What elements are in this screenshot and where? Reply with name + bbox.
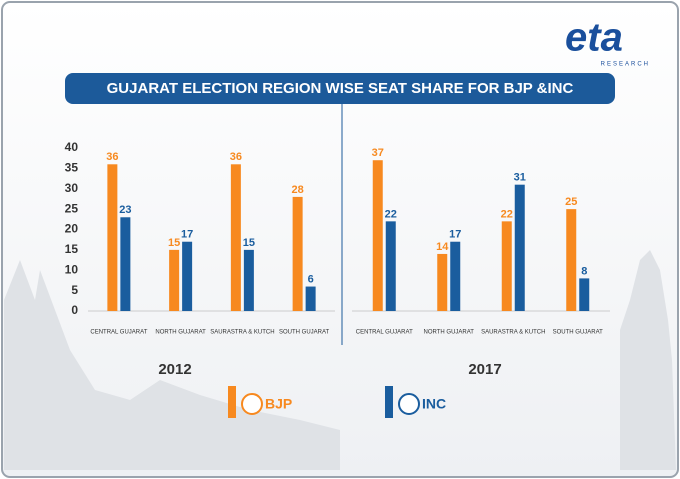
bar bbox=[230, 164, 241, 311]
background-silhouette bbox=[4, 250, 676, 470]
bar bbox=[566, 209, 577, 311]
data-label: 25 bbox=[565, 196, 577, 208]
data-label: 37 bbox=[372, 147, 384, 159]
data-label: 23 bbox=[119, 204, 131, 216]
legend-swatch bbox=[228, 386, 236, 418]
bar bbox=[437, 253, 448, 311]
data-label: 14 bbox=[436, 241, 449, 253]
x-tick-label: SOUTH GUJARAT bbox=[279, 330, 330, 336]
logo-sub: RESEARCH bbox=[601, 62, 650, 68]
legend-label: INC bbox=[422, 396, 446, 412]
legend-icon bbox=[241, 393, 263, 415]
data-label: 6 bbox=[308, 273, 314, 285]
data-label: 28 bbox=[292, 184, 304, 196]
legend-swatch bbox=[385, 386, 393, 418]
y-tick-label: 0 bbox=[71, 303, 78, 317]
y-tick-label: 30 bbox=[65, 181, 79, 195]
y-tick-label: 15 bbox=[65, 242, 79, 256]
bar bbox=[450, 241, 461, 311]
data-label: 15 bbox=[168, 237, 180, 249]
y-tick-label: 35 bbox=[65, 161, 79, 175]
y-tick-label: 40 bbox=[65, 140, 79, 154]
x-tick-label: NORTH GUJARAT bbox=[155, 330, 206, 336]
bar bbox=[385, 221, 396, 311]
data-label: 31 bbox=[514, 172, 526, 184]
y-tick-label: 25 bbox=[65, 201, 79, 215]
x-tick-label: CENTRAL GUJARAT bbox=[90, 330, 147, 336]
data-label: 17 bbox=[181, 229, 193, 241]
data-label: 36 bbox=[106, 151, 118, 163]
bar bbox=[305, 286, 316, 311]
x-tick-label: SAURASTRA & KUTCH bbox=[210, 330, 274, 336]
bar bbox=[292, 196, 303, 311]
title-banner bbox=[65, 73, 615, 104]
data-label: 8 bbox=[581, 265, 587, 277]
data-label: 15 bbox=[243, 237, 255, 249]
panel-title: 2017 bbox=[468, 361, 501, 378]
legend-label: BJP bbox=[265, 396, 292, 412]
legend-icon bbox=[398, 393, 420, 415]
data-label: 22 bbox=[385, 208, 397, 220]
data-label: 22 bbox=[501, 208, 513, 220]
bar bbox=[579, 278, 590, 311]
chart-title: GUJARAT ELECTION REGION WISE SEAT SHARE … bbox=[107, 80, 574, 97]
bar bbox=[501, 221, 512, 311]
bar bbox=[169, 249, 180, 311]
bar bbox=[514, 184, 525, 311]
x-tick-label: NORTH GUJARAT bbox=[424, 330, 475, 336]
x-tick-label: CENTRAL GUJARAT bbox=[356, 330, 413, 336]
bar bbox=[182, 241, 193, 311]
y-tick-label: 5 bbox=[71, 283, 78, 297]
x-tick-label: SAURASTRA & KUTCH bbox=[481, 330, 545, 336]
panel-title: 2012 bbox=[158, 361, 191, 378]
y-tick-label: 20 bbox=[65, 222, 79, 236]
bar bbox=[372, 160, 383, 311]
data-label: 17 bbox=[449, 229, 461, 241]
bar bbox=[243, 249, 254, 311]
data-label: 36 bbox=[230, 151, 242, 163]
y-tick-label: 10 bbox=[65, 262, 79, 276]
logo-text: eta bbox=[565, 16, 623, 60]
x-tick-label: SOUTH GUJARAT bbox=[553, 330, 604, 336]
bar bbox=[107, 164, 118, 311]
bar bbox=[120, 217, 131, 311]
